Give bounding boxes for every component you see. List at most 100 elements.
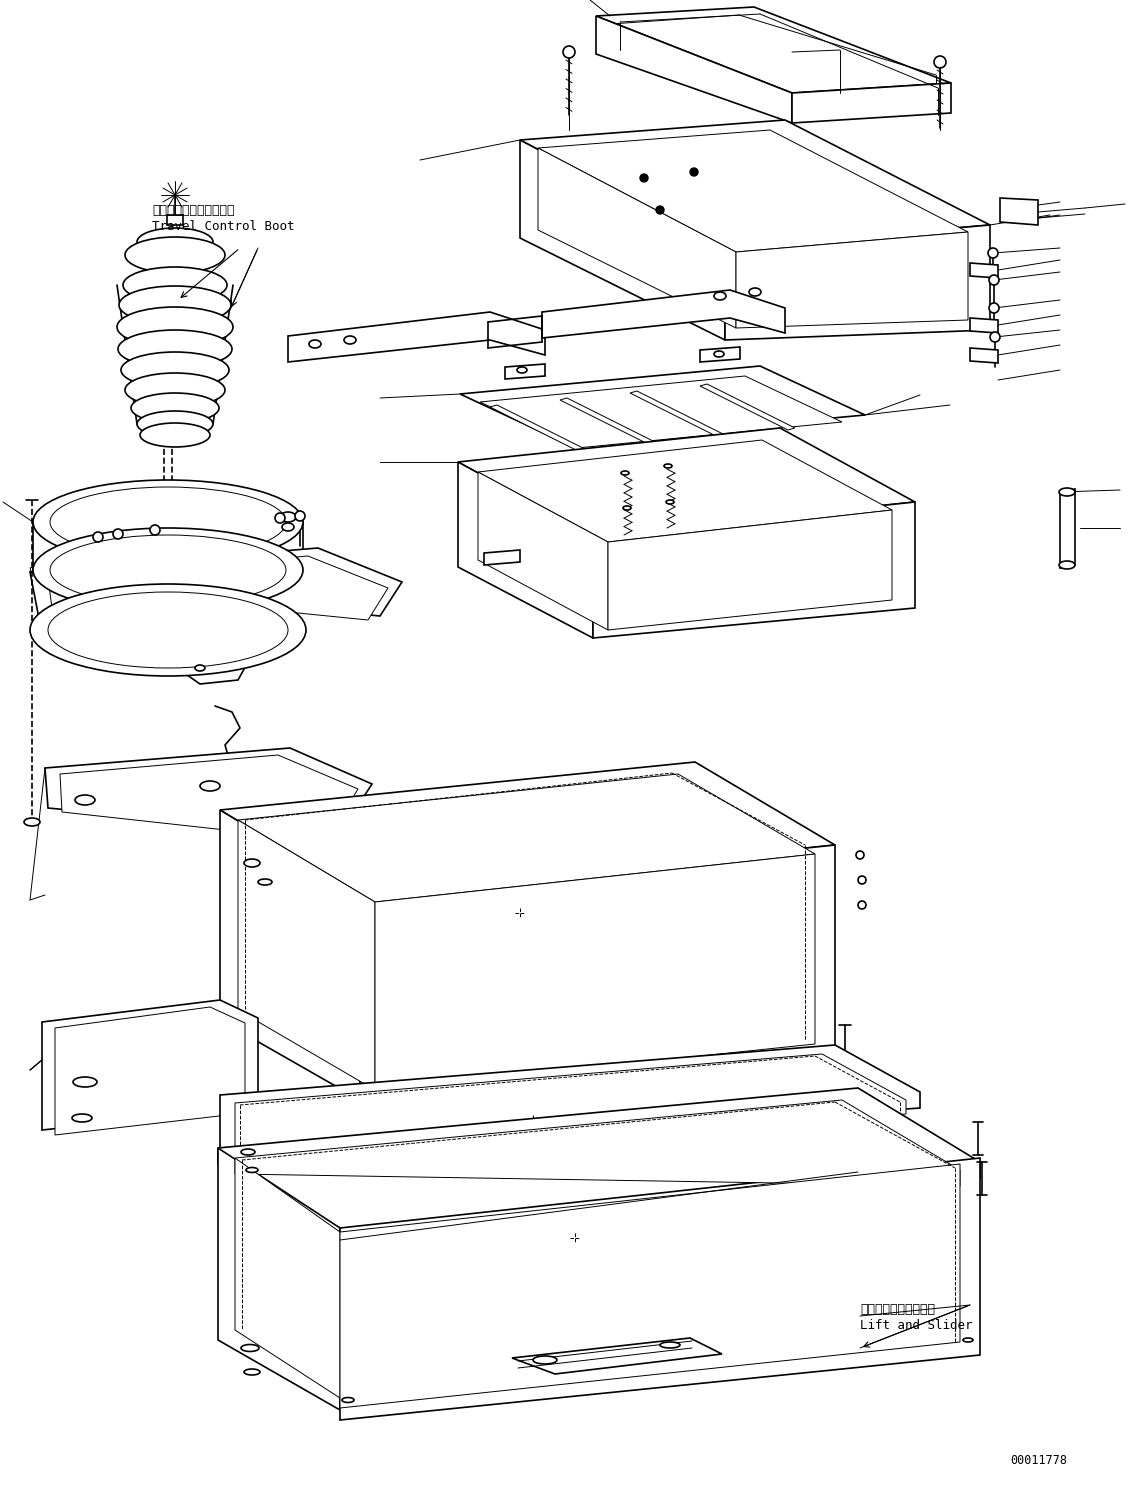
Ellipse shape	[72, 1114, 92, 1123]
Ellipse shape	[563, 46, 575, 58]
Ellipse shape	[244, 1368, 260, 1374]
Text: リフトおよびスライダ: リフトおよびスライダ	[860, 1303, 935, 1316]
Polygon shape	[970, 264, 998, 278]
Polygon shape	[542, 290, 785, 338]
Polygon shape	[219, 810, 360, 1100]
Polygon shape	[700, 384, 795, 430]
Polygon shape	[55, 1007, 244, 1135]
Polygon shape	[180, 648, 248, 683]
Polygon shape	[594, 502, 915, 637]
Polygon shape	[45, 747, 372, 828]
Polygon shape	[490, 405, 586, 451]
Ellipse shape	[533, 1356, 557, 1364]
Ellipse shape	[117, 307, 233, 347]
Ellipse shape	[963, 1339, 973, 1342]
Circle shape	[690, 168, 698, 176]
Ellipse shape	[244, 859, 260, 867]
Ellipse shape	[150, 526, 160, 535]
Ellipse shape	[989, 302, 999, 313]
Ellipse shape	[621, 471, 629, 475]
Polygon shape	[30, 548, 402, 634]
Polygon shape	[238, 820, 375, 1090]
Polygon shape	[596, 16, 792, 124]
Polygon shape	[218, 1148, 340, 1410]
Polygon shape	[520, 140, 725, 339]
Polygon shape	[480, 377, 843, 448]
Polygon shape	[205, 753, 250, 780]
Ellipse shape	[933, 57, 946, 68]
Ellipse shape	[714, 351, 724, 357]
Ellipse shape	[33, 479, 302, 564]
Polygon shape	[235, 1158, 340, 1398]
Ellipse shape	[345, 337, 356, 344]
Polygon shape	[218, 1088, 980, 1178]
Text: Lift and Slider: Lift and Slider	[860, 1319, 972, 1333]
Ellipse shape	[659, 1342, 680, 1348]
Ellipse shape	[280, 512, 296, 523]
Polygon shape	[219, 762, 835, 895]
Ellipse shape	[858, 876, 866, 884]
Ellipse shape	[121, 351, 229, 389]
Text: 00011778: 00011778	[1010, 1455, 1067, 1468]
Ellipse shape	[858, 901, 866, 908]
Ellipse shape	[123, 267, 227, 302]
Circle shape	[656, 205, 664, 214]
Ellipse shape	[48, 593, 288, 669]
Polygon shape	[458, 427, 915, 536]
Ellipse shape	[50, 535, 287, 605]
Ellipse shape	[749, 287, 761, 296]
Ellipse shape	[30, 584, 306, 676]
Polygon shape	[736, 232, 968, 328]
Polygon shape	[219, 1045, 920, 1158]
Ellipse shape	[241, 1150, 255, 1155]
Circle shape	[640, 174, 648, 182]
Polygon shape	[512, 1339, 722, 1374]
Polygon shape	[340, 1164, 960, 1409]
Ellipse shape	[246, 1167, 258, 1172]
Ellipse shape	[119, 286, 231, 325]
Polygon shape	[60, 755, 358, 832]
Polygon shape	[288, 313, 545, 362]
Polygon shape	[505, 363, 545, 380]
Ellipse shape	[294, 511, 305, 521]
Polygon shape	[478, 472, 608, 630]
Polygon shape	[235, 1054, 906, 1164]
Ellipse shape	[136, 228, 213, 256]
Ellipse shape	[131, 393, 219, 423]
Ellipse shape	[666, 500, 674, 503]
Polygon shape	[1001, 198, 1038, 225]
Ellipse shape	[196, 666, 205, 672]
Ellipse shape	[988, 249, 998, 258]
Ellipse shape	[125, 374, 225, 406]
Ellipse shape	[342, 1398, 354, 1403]
Polygon shape	[700, 347, 740, 362]
Polygon shape	[520, 121, 990, 249]
Ellipse shape	[258, 879, 272, 884]
Ellipse shape	[24, 817, 40, 826]
Polygon shape	[484, 549, 520, 564]
Ellipse shape	[1059, 488, 1074, 496]
Ellipse shape	[1059, 561, 1074, 569]
Ellipse shape	[517, 366, 528, 374]
Ellipse shape	[714, 292, 727, 299]
Polygon shape	[970, 348, 998, 363]
Polygon shape	[725, 225, 990, 339]
Polygon shape	[375, 855, 815, 1090]
Ellipse shape	[282, 523, 294, 532]
Polygon shape	[238, 774, 815, 902]
Ellipse shape	[856, 852, 864, 859]
Ellipse shape	[73, 1077, 97, 1087]
Polygon shape	[608, 511, 893, 630]
Polygon shape	[561, 398, 655, 444]
Ellipse shape	[275, 514, 285, 523]
Polygon shape	[360, 844, 835, 1100]
Polygon shape	[630, 392, 725, 436]
Ellipse shape	[989, 275, 999, 284]
Polygon shape	[460, 366, 865, 444]
Ellipse shape	[664, 465, 672, 468]
Ellipse shape	[93, 532, 103, 542]
Polygon shape	[1060, 488, 1074, 567]
Polygon shape	[596, 7, 951, 92]
Ellipse shape	[623, 506, 631, 511]
Polygon shape	[42, 1001, 258, 1130]
